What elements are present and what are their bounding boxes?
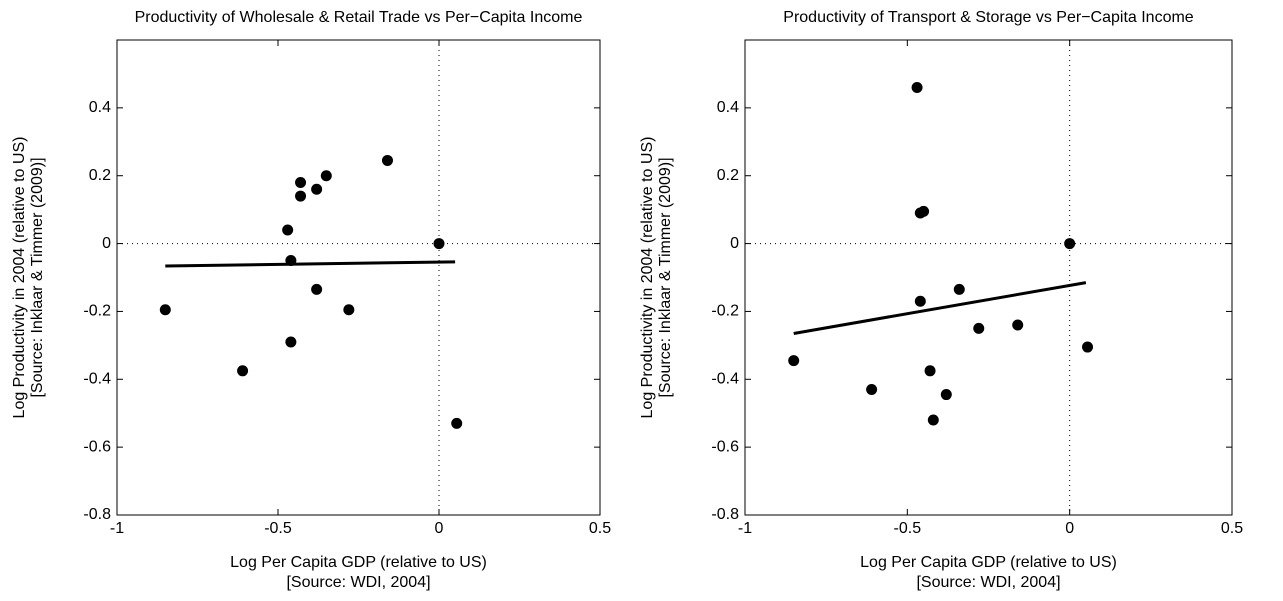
x-tick-label: 0 xyxy=(435,520,444,537)
y-axis-label: Log Productivity in 2004 (relative to US… xyxy=(639,137,656,419)
data-point xyxy=(237,365,249,377)
axes-box xyxy=(116,39,601,516)
x-tick-label: -1 xyxy=(110,520,124,537)
data-point xyxy=(953,283,965,295)
data-point xyxy=(311,183,323,195)
data-point xyxy=(911,82,923,93)
data-point xyxy=(914,295,926,307)
data-point xyxy=(1082,341,1094,353)
data-point xyxy=(282,224,294,236)
data-point xyxy=(1012,319,1024,331)
data-point xyxy=(924,365,936,377)
data-point xyxy=(927,414,939,426)
data-point xyxy=(918,205,930,217)
data-point xyxy=(940,389,952,401)
data-point xyxy=(295,190,307,202)
y-tick-label: -0.8 xyxy=(83,506,111,523)
x-tick-label: -0.5 xyxy=(264,520,292,537)
x-tick-label: 0 xyxy=(1065,520,1074,537)
axes-box xyxy=(744,39,1233,516)
fit-line xyxy=(165,260,456,268)
data-point xyxy=(866,383,878,395)
y-tick-label: 0 xyxy=(102,235,111,252)
data-point xyxy=(433,238,445,250)
data-point xyxy=(159,304,171,316)
data-point xyxy=(788,355,800,367)
plot-title: Productivity of Wholesale & Retail Trade… xyxy=(135,9,583,26)
y-tick-label: -0.6 xyxy=(711,438,739,455)
plot: Productivity of Wholesale & Retail Trade… xyxy=(11,9,611,591)
data-point xyxy=(451,417,463,429)
y-tick-label: -0.6 xyxy=(83,438,111,455)
y-tick-label: -0.2 xyxy=(83,303,111,320)
data-point xyxy=(285,336,297,348)
y-tick-label: -0.4 xyxy=(83,371,111,388)
y-tick-label: 0.4 xyxy=(717,99,739,116)
data-point xyxy=(295,177,307,188)
y-tick-label: -0.4 xyxy=(711,371,739,388)
data-point xyxy=(381,154,393,166)
y-tick-label: -0.8 xyxy=(711,506,739,523)
y-tick-label: 0.2 xyxy=(717,167,739,184)
y-axis-label: [Source: Inklaar & Timmer (2009)] xyxy=(657,157,674,397)
data-point xyxy=(343,304,355,316)
y-tick-label: 0.2 xyxy=(89,167,111,184)
y-tick-label: 0 xyxy=(730,235,739,252)
plot-title: Productivity of Transport & Storage vs P… xyxy=(783,9,1194,26)
x-axis-label: [Source: WDI, 2004] xyxy=(286,574,430,591)
data-point xyxy=(973,322,985,334)
x-tick-label: -1 xyxy=(738,520,752,537)
plot: Productivity of Transport & Storage vs P… xyxy=(639,9,1243,591)
y-tick-label: 0.4 xyxy=(89,99,111,116)
x-tick-label: 0.5 xyxy=(589,520,611,537)
x-tick-label: 0.5 xyxy=(1221,520,1243,537)
y-tick-label: -0.2 xyxy=(711,303,739,320)
data-point xyxy=(1064,238,1076,250)
fit-line xyxy=(793,281,1087,335)
data-point xyxy=(285,255,297,267)
y-axis-label: [Source: Inklaar & Timmer (2009)] xyxy=(29,157,46,397)
x-axis-label: Log Per Capita GDP (relative to US) xyxy=(230,554,487,571)
x-axis-label: Log Per Capita GDP (relative to US) xyxy=(860,554,1117,571)
y-axis-label: Log Productivity in 2004 (relative to US… xyxy=(11,137,28,419)
data-point xyxy=(311,283,323,295)
data-point xyxy=(320,170,332,182)
x-axis-label: [Source: WDI, 2004] xyxy=(916,574,1060,591)
x-tick-label: -0.5 xyxy=(894,520,922,537)
